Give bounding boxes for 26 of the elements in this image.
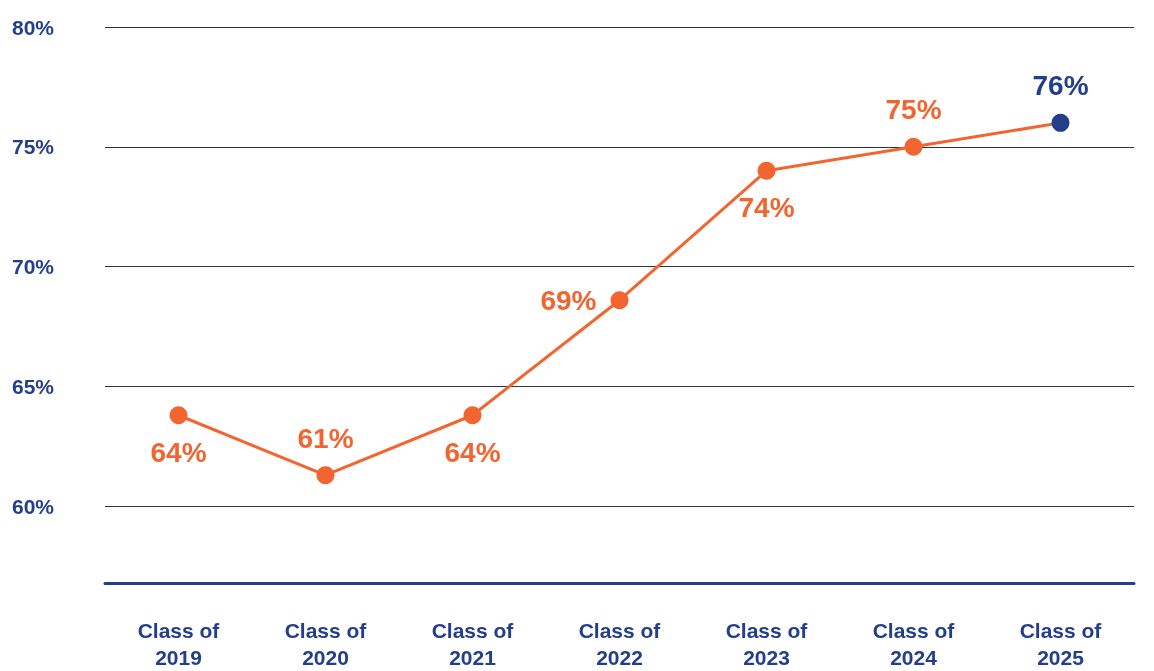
data-label: 61% (297, 422, 354, 454)
point (904, 137, 923, 156)
point (610, 291, 629, 310)
point (169, 406, 188, 425)
y-tick-label: 75% (12, 135, 55, 159)
y-tick-label: 60% (12, 494, 55, 518)
data-label: 76% (1032, 70, 1089, 102)
x-tick-label: Class of 2025 (1019, 619, 1103, 669)
x-tick-label: Class of 2021 (431, 619, 515, 669)
data-label: 64% (150, 436, 207, 468)
x-tick-label: Class of 2023 (725, 619, 809, 669)
data-label: 69% (540, 284, 597, 316)
y-tick-label: 70% (12, 255, 55, 279)
data-label: 75% (885, 94, 942, 126)
data-label: 64% (444, 436, 501, 468)
data-label: 74% (738, 192, 795, 224)
y-tick-label: 65% (12, 374, 55, 398)
point (1051, 113, 1070, 132)
x-tick-label: Class of 2020 (284, 619, 368, 669)
x-tick-label: Class of 2019 (137, 619, 221, 669)
x-tick-label: Class of 2024 (872, 619, 956, 669)
point (463, 406, 482, 425)
point (757, 161, 776, 180)
x-tick-label: Class of 2022 (578, 619, 662, 669)
point (316, 466, 335, 485)
y-tick-label: 80% (12, 15, 55, 39)
